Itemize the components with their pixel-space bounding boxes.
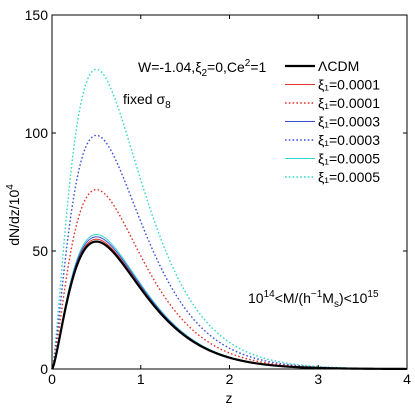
tick-labels: 0 1 2 3 4 0 50 100 150 — [25, 7, 411, 387]
y-axis-label: dN/dz/104 — [5, 184, 22, 246]
x-tick-label: 4 — [403, 371, 411, 387]
x-tick-label: 0 — [48, 371, 56, 387]
legend: ΛCDM ξ₁=0.0001 ξ₁=0.0001 ξ₁=0.0003 ξ₁=0.0003… — [285, 58, 380, 185]
legend-label-4: ξ₁=0.0003 — [318, 132, 380, 148]
x-tick-label: 2 — [226, 371, 234, 387]
params-annotation: W=-1.04,ξ2=0,Ce2=1 — [138, 58, 267, 79]
x-axis-label: z — [226, 390, 233, 406]
ticks-layer — [51, 14, 408, 370]
legend-label-5: ξ₁=0.0005 — [318, 151, 380, 167]
y-tick-label: 0 — [40, 361, 48, 377]
legend-label-3: ξ₁=0.0003 — [318, 114, 380, 130]
legend-label-6: ξ₁=0.0005 — [318, 169, 380, 185]
x-tick-label: 1 — [137, 371, 145, 387]
series-line-0 — [51, 240, 407, 371]
series-layer — [51, 68, 408, 371]
y-tick-label: 100 — [25, 125, 49, 141]
legend-label-1: ξ₁=0.0001 — [318, 77, 380, 93]
mass-range-annotation: 1014<M/(h−1Ms)<1015 — [248, 289, 379, 310]
fixed-sigma-annotation: fixed σ8 — [123, 91, 171, 111]
legend-label-2: ξ₁=0.0001 — [318, 95, 380, 111]
legend-label-0: ΛCDM — [318, 58, 359, 74]
y-tick-label: 50 — [32, 243, 48, 259]
y-tick-label: 150 — [25, 7, 49, 23]
x-tick-label: 3 — [314, 371, 322, 387]
